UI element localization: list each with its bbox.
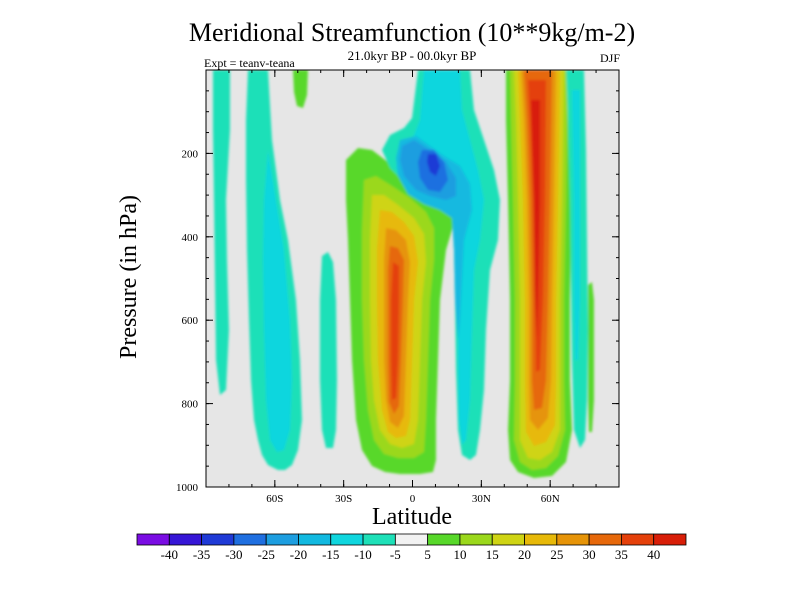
x-tick-label: 60N <box>541 493 560 505</box>
contour-trop-neg-30 <box>427 154 440 176</box>
contour-sh-highlat-neg <box>213 70 230 395</box>
colorbar-swatch <box>459 533 493 546</box>
y-tick-label: 800 <box>182 399 199 411</box>
colorbar-swatch <box>621 533 655 546</box>
colorbar-label: -25 <box>258 547 275 562</box>
chart-subtitle: 21.0kyr BP - 00.0kyr BP <box>348 48 477 63</box>
x-tick-label: 60S <box>266 493 283 505</box>
plot-area: 60S 30S 0 30N 60N 200 400 600 800 1000 <box>176 69 620 505</box>
colorbar-label: 35 <box>615 547 628 562</box>
colorbar-label: -5 <box>390 547 401 562</box>
colorbar: -40 -35 -30 -25 -20 -15 -10 -5 5 10 15 20 25 30 35 40 <box>136 533 687 562</box>
colorbar-swatch <box>556 533 590 546</box>
contour-nh-highlat-neg-mid <box>572 90 580 360</box>
colorbar-swatch <box>298 533 332 546</box>
contour-trop-pos-35 <box>391 262 399 400</box>
colorbar-swatch <box>491 533 525 546</box>
y-tick-label: 400 <box>182 232 199 244</box>
colorbar-label: 10 <box>453 547 466 562</box>
colorbar-label: -35 <box>193 547 210 562</box>
colorbar-swatch <box>362 533 396 546</box>
contour-sh-pos-top <box>293 70 308 108</box>
x-tick-label: 30N <box>472 493 491 505</box>
colorbar-swatch <box>653 533 687 546</box>
chart-title: Meridional Streamfunction (10**9kg/m-2) <box>189 18 635 47</box>
colorbar-swatch <box>136 533 170 546</box>
axis-ticks: 60S 30S 0 30N 60N 200 400 600 800 1000 <box>176 70 619 505</box>
colorbar-label: -40 <box>161 547 178 562</box>
colorbar-label: 15 <box>486 547 499 562</box>
colorbar-label: 40 <box>647 547 660 562</box>
y-tick-label: 1000 <box>176 482 199 494</box>
colorbar-label: 25 <box>550 547 563 562</box>
colorbar-swatch <box>265 533 299 546</box>
x-tick-label: 30S <box>335 493 352 505</box>
colorbar-swatch <box>427 533 461 546</box>
contour-nh-pos-40 <box>531 100 540 340</box>
colorbar-swatch <box>394 533 429 546</box>
colorbar-swatch <box>330 533 364 546</box>
season-label: DJF <box>600 51 620 65</box>
colorbar-swatch <box>168 533 202 546</box>
colorbar-label: -30 <box>225 547 242 562</box>
contour-sh-mid-neg <box>320 252 337 448</box>
x-tick-label: 0 <box>410 493 416 505</box>
contour-nh-polar-pos <box>588 282 594 432</box>
contour-fills <box>213 70 594 478</box>
colorbar-label: 5 <box>424 547 431 562</box>
experiment-label: Expt = teanv-teana <box>204 56 295 70</box>
colorbar-label: -15 <box>322 547 339 562</box>
y-axis-title: Pressure (in hPa) <box>116 195 142 359</box>
y-tick-label: 600 <box>182 315 199 327</box>
colorbar-label: 30 <box>583 547 596 562</box>
colorbar-label: 20 <box>518 547 531 562</box>
colorbar-swatch <box>588 533 622 546</box>
colorbar-swatch <box>524 533 558 546</box>
colorbar-swatch <box>233 533 267 546</box>
y-tick-label: 200 <box>182 148 199 160</box>
colorbar-label: -20 <box>290 547 307 562</box>
x-axis-title: Latitude <box>372 504 452 530</box>
colorbar-swatch <box>201 533 235 546</box>
colorbar-label: -10 <box>354 547 371 562</box>
contour-sh-subpolar-neg-mid <box>263 150 292 452</box>
